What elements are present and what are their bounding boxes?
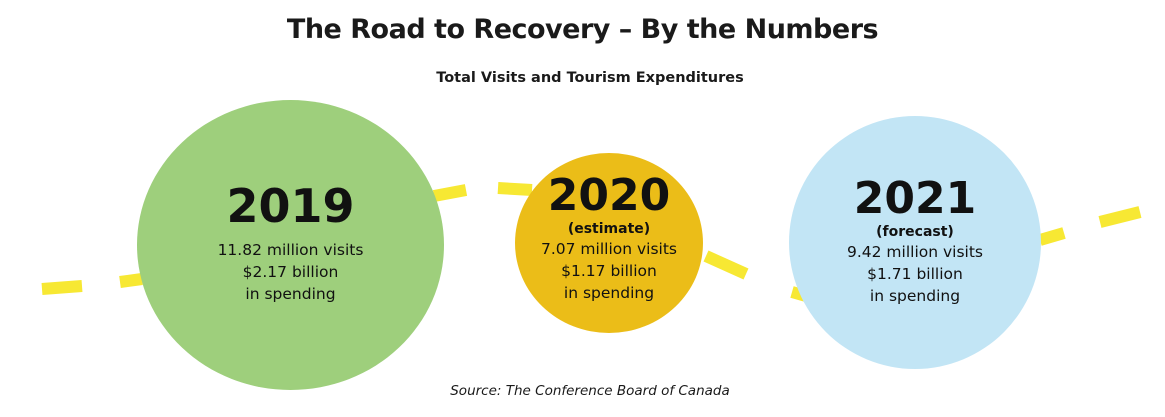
circle-2020: 2020 (estimate) 7.07 million visits $1.1… [515,153,703,333]
road-dash [1098,206,1142,228]
source-note: Source: The Conference Board of Canada [450,383,730,399]
road-dash [497,182,533,196]
year-label: 2021 [853,172,977,224]
page-subtitle: Total Visits and Tourism Expenditures [436,70,744,86]
road-dash [41,280,83,295]
road-dash [1038,227,1066,246]
spending-suffix-text: in spending [869,286,961,305]
road-dash [703,250,749,280]
visits-text: 7.07 million visits [540,240,677,258]
spending-suffix-text: in spending [245,285,336,303]
year-label: 2019 [226,179,355,233]
spending-text: $1.17 billion [561,262,657,280]
page-title: The Road to Recovery – By the Numbers [286,14,879,45]
spending-text: $1.71 billion [867,264,963,283]
visits-text: 11.82 million visits [217,241,364,259]
circle-2019: 2019 11.82 million visits $2.17 billion … [137,100,444,390]
spending-text: $2.17 billion [242,263,339,281]
estimate-note: (estimate) [567,221,651,237]
circle-2021: 2021 (forecast) 9.42 million visits $1.7… [789,116,1041,369]
spending-suffix-text: in spending [563,284,655,302]
road-dash [432,184,468,202]
visits-text: 9.42 million visits [846,242,983,261]
road-dash [119,273,143,288]
year-label: 2020 [547,170,671,221]
forecast-note: (forecast) [876,223,954,240]
